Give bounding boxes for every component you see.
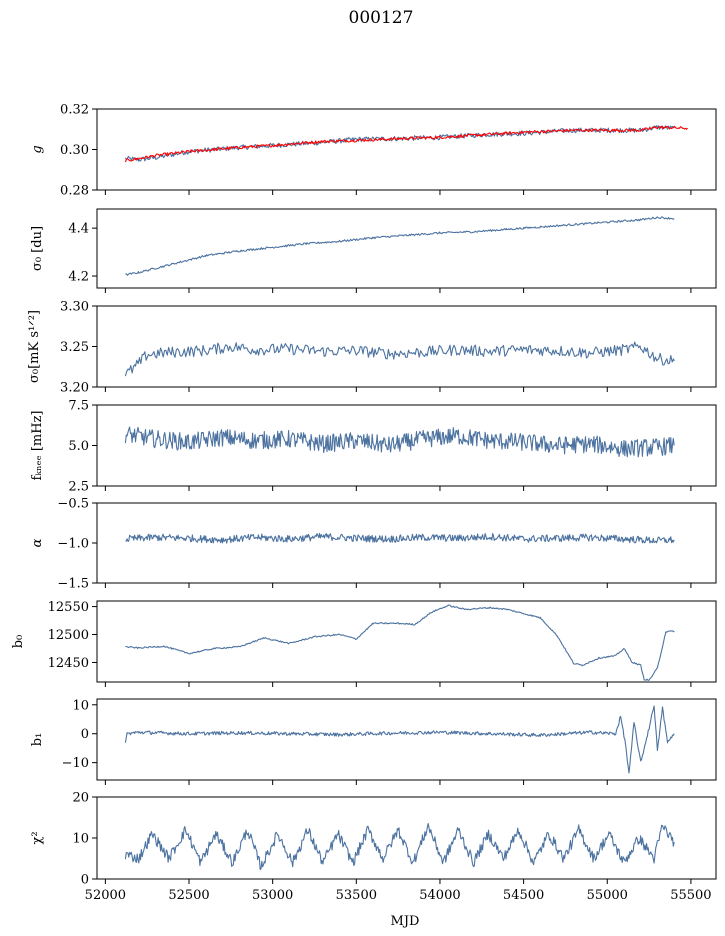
panel-7: −10 0 10 b₁ xyxy=(30,698,717,785)
y-tick-label: −0.5 xyxy=(57,497,89,512)
panel-2: 4.2 4.4 σ₀ [du] xyxy=(30,208,717,293)
panel-frame xyxy=(96,208,717,289)
x-tick-label: 52500 xyxy=(168,888,209,903)
x-tick-label: 54500 xyxy=(503,888,544,903)
y-tick-label: 12550 xyxy=(48,600,89,615)
series-line-2 xyxy=(124,125,688,163)
panel-frame xyxy=(96,502,717,584)
panel-5: −1.5 −1.0 −0.5 α xyxy=(30,497,717,592)
series-line-1 xyxy=(124,705,675,774)
y-tick-label: 7.5 xyxy=(68,399,89,414)
y-tick-label: 3.20 xyxy=(60,381,89,396)
x-tick-label: 55000 xyxy=(587,888,628,903)
y-tick-label: 20 xyxy=(72,791,89,806)
y-axis-label: b₁ xyxy=(30,733,45,747)
panel-frame xyxy=(96,305,717,388)
y-axis-label: fₖₙₑₑ [mHz] xyxy=(30,410,45,480)
panel-4: 2.5 5.0 7.5 fₖₙₑₑ [mHz] xyxy=(30,399,717,495)
y-tick-label: 0.28 xyxy=(60,184,89,199)
y-axis-label: g xyxy=(30,145,45,153)
panel-3: 3.20 3.25 3.30 σ₀[mK s¹ᐟ²] xyxy=(27,300,717,396)
panel-frame xyxy=(96,698,717,781)
y-tick-label: 4.4 xyxy=(68,222,89,237)
figure-title: 000127 xyxy=(349,8,414,28)
y-tick-label: 10 xyxy=(72,698,89,713)
panels: 0.28 0.30 0.32 g 4.2 4.4 σ₀ [du] 3.20 3.25 3.30 σ₀… xyxy=(11,103,717,903)
y-tick-label: 5.0 xyxy=(68,439,89,454)
y-tick-label: −1.0 xyxy=(57,537,89,552)
x-tick-label: 53500 xyxy=(336,888,377,903)
y-tick-label: −1.5 xyxy=(57,577,89,592)
x-tick-label: 55500 xyxy=(670,888,711,903)
series-line-1 xyxy=(125,604,675,681)
y-tick-label: 0 xyxy=(81,873,89,888)
panel-8: 0 10 20 52000 52500 53000 53500 54000 54500 55000… xyxy=(30,791,717,903)
y-tick-label: 2.5 xyxy=(68,480,89,495)
y-tick-label: 3.30 xyxy=(60,300,89,315)
panel-6: 12450 12500 12550 b₀ xyxy=(11,600,717,687)
series-line-1 xyxy=(125,216,675,276)
y-axis-label: σ₀[mK s¹ᐟ²] xyxy=(27,310,42,383)
y-tick-label: 4.2 xyxy=(68,270,89,285)
y-tick-label: 12500 xyxy=(48,628,89,643)
y-tick-label: 0.30 xyxy=(60,143,89,158)
panel-1: 0.28 0.30 0.32 g xyxy=(30,103,717,199)
y-axis-label: σ₀ [du] xyxy=(30,226,45,271)
panel-frame xyxy=(96,600,717,683)
y-tick-label: 12450 xyxy=(48,656,89,671)
y-tick-label: −10 xyxy=(62,756,89,771)
series-line-1 xyxy=(124,426,675,458)
y-tick-label: 0.32 xyxy=(60,103,89,118)
y-axis-label: χ² xyxy=(30,831,45,844)
series-line-1 xyxy=(124,822,675,870)
y-tick-label: 0 xyxy=(81,727,89,742)
panel-frame xyxy=(96,108,717,191)
y-tick-label: 10 xyxy=(72,832,89,847)
x-tick-label: 54000 xyxy=(419,888,460,903)
y-axis-label: α xyxy=(30,538,45,547)
x-tick-label: 52000 xyxy=(85,888,126,903)
series-line-1 xyxy=(124,341,675,377)
series-line-1 xyxy=(125,532,675,544)
y-tick-label: 3.25 xyxy=(60,340,89,355)
y-axis-label: b₀ xyxy=(11,635,26,649)
x-tick-label: 53000 xyxy=(252,888,293,903)
x-axis-label: MJD xyxy=(391,914,420,929)
